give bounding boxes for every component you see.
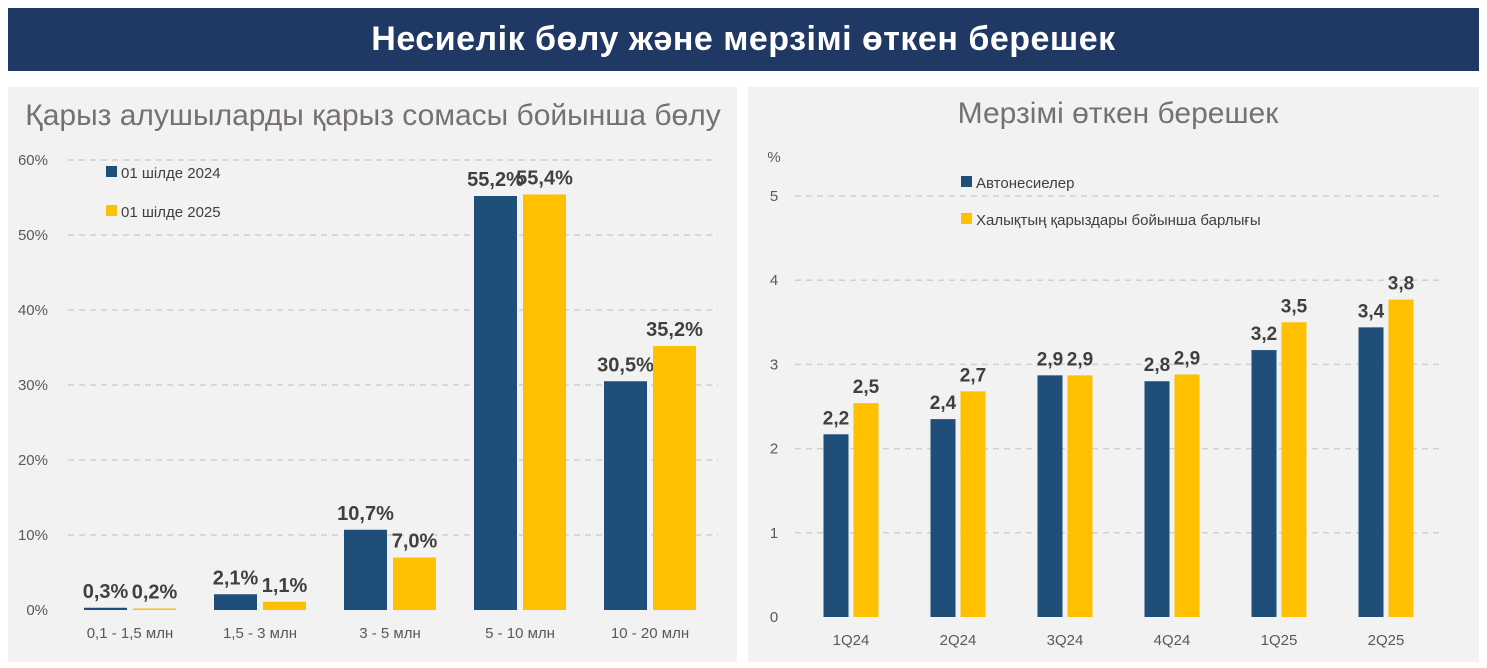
x-tick-label: 10 - 20 млн (611, 625, 689, 642)
data-label: 0,3% (83, 581, 129, 603)
y-tick-label: 1 (770, 525, 778, 542)
y-tick-label: 50% (18, 227, 48, 244)
data-label: 3,4 (1358, 301, 1385, 322)
bar-series1 (1144, 381, 1170, 617)
y-tick-label: 40% (18, 302, 48, 319)
bar-series2 (523, 194, 566, 610)
data-label: 2,7 (960, 365, 986, 386)
x-tick-label: 3Q24 (1047, 632, 1084, 649)
data-label: 35,2% (646, 319, 703, 341)
x-tick-label: 0,1 - 1,5 млн (87, 625, 174, 642)
data-label: 55,4% (516, 168, 573, 190)
bar-series1 (1251, 350, 1277, 617)
y-tick-label: 30% (18, 377, 48, 394)
bar-series2 (133, 608, 176, 610)
bar-series1 (1037, 375, 1063, 617)
bar-series2 (1174, 374, 1200, 617)
y-tick-label: 4 (770, 272, 778, 289)
y-tick-label: 5 (770, 188, 778, 205)
x-tick-label: 1Q24 (833, 632, 870, 649)
x-tick-label: 1Q25 (1261, 632, 1298, 649)
y-tick-label: 3 (770, 356, 778, 373)
data-label: 2,4 (930, 393, 957, 414)
y-tick-label: 2 (770, 441, 778, 458)
chart-title: Қарыз алушыларды қарыз сомасы бойынша бө… (25, 99, 721, 132)
legend-swatch (961, 213, 972, 224)
bar-series1 (930, 419, 956, 617)
bar-series2 (853, 403, 879, 617)
data-label: 2,5 (853, 377, 880, 398)
data-label: 2,9 (1067, 349, 1093, 370)
page-title: Несиелік бөлу және мерзімі өткен берешек (371, 20, 1116, 58)
bar-series1 (214, 594, 257, 610)
y-tick-label: 60% (18, 152, 48, 169)
data-label: 0,2% (132, 582, 178, 604)
y-tick-label: 0% (26, 602, 48, 619)
data-label: 2,9 (1037, 349, 1063, 370)
data-label: 55,2% (467, 169, 524, 191)
bar-series1 (344, 529, 387, 610)
legend-label: Автонесиелер (976, 175, 1074, 192)
chart-title: Мерзімі өткен берешек (958, 97, 1280, 130)
x-tick-label: 2Q24 (940, 632, 977, 649)
bar-series1 (1358, 327, 1384, 617)
bar-series2 (1281, 322, 1307, 617)
bar-series2 (960, 391, 986, 617)
bar-series2 (1067, 375, 1093, 617)
right-chart-panel: Мерзімі өткен берешек 0 1 2 3 4 5% 1Q24 2,2 2,5 2Q… (748, 87, 1479, 662)
data-label: 2,9 (1174, 349, 1200, 370)
bar-series2 (393, 557, 436, 610)
data-label: 10,7% (337, 503, 394, 525)
legend-label: Халықтың қарыздары бойынша барлығы (976, 212, 1261, 229)
overdue-chart: Мерзімі өткен берешек 0 1 2 3 4 5% 1Q24 2,22,5 2Q… (767, 97, 1440, 649)
bar-series2 (263, 601, 306, 610)
x-tick-label: 3 - 5 млн (359, 625, 421, 642)
bar-series2 (653, 346, 696, 610)
y-tick-label: 10% (18, 527, 48, 544)
left-chart-panel: Қарыз алушыларды қарыз сомасы бойынша бө… (8, 87, 737, 662)
bar-series1 (604, 381, 647, 610)
y-axis-label: % (767, 149, 780, 166)
x-tick-label: 4Q24 (1154, 632, 1191, 649)
legend-swatch (106, 166, 117, 177)
data-label: 2,2 (823, 408, 849, 429)
distribution-chart: Қарыз алушыларды қарыз сомасы бойынша бө… (18, 99, 721, 642)
bar-series1 (474, 196, 517, 610)
bar-series1 (823, 434, 849, 617)
data-label: 2,1% (213, 567, 259, 589)
legend-label: 01 шілде 2024 (121, 165, 221, 182)
x-tick-label: 2Q25 (1368, 632, 1405, 649)
data-label: 2,8 (1144, 355, 1170, 376)
legend-swatch (106, 205, 117, 216)
data-label: 1,1% (262, 575, 308, 597)
data-label: 3,5 (1281, 296, 1308, 317)
y-tick-label: 0 (770, 609, 778, 626)
y-tick-label: 20% (18, 452, 48, 469)
legend-label: 01 шілде 2025 (121, 204, 221, 221)
x-tick-label: 5 - 10 млн (485, 625, 555, 642)
data-label: 3,2 (1251, 324, 1277, 345)
legend-swatch (961, 176, 972, 187)
x-tick-label: 1,5 - 3 млн (223, 625, 297, 642)
bar-series2 (1388, 299, 1414, 617)
bar-series1 (84, 607, 127, 610)
data-label: 30,5% (597, 354, 654, 376)
data-label: 7,0% (392, 531, 438, 553)
data-label: 3,8 (1388, 274, 1414, 295)
page-header: Несиелік бөлу және мерзімі өткен берешек (8, 8, 1479, 71)
